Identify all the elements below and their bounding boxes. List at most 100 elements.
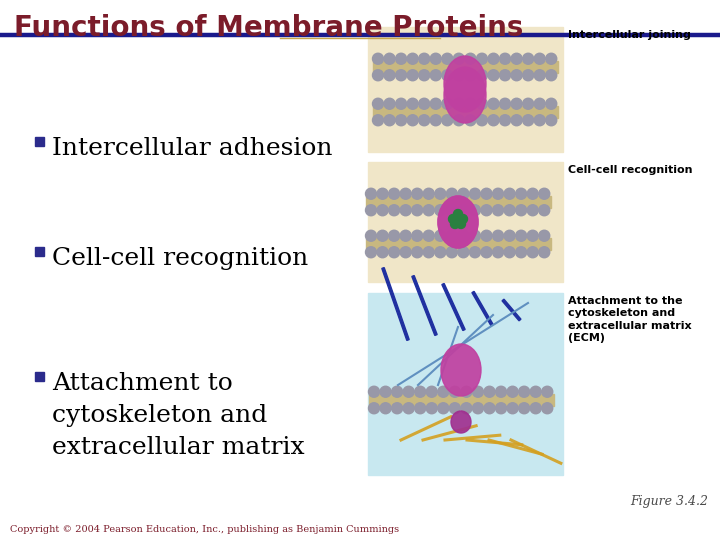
Circle shape xyxy=(504,188,515,199)
Circle shape xyxy=(481,247,492,258)
Circle shape xyxy=(454,210,462,219)
Text: Copyright © 2004 Pearson Education, Inc., publishing as Benjamin Cummings: Copyright © 2004 Pearson Education, Inc.… xyxy=(10,525,399,534)
Circle shape xyxy=(438,386,449,397)
Circle shape xyxy=(431,70,441,81)
Circle shape xyxy=(384,53,395,64)
FancyArrow shape xyxy=(382,268,409,340)
Circle shape xyxy=(384,70,395,81)
Circle shape xyxy=(415,386,426,397)
Circle shape xyxy=(442,70,453,81)
Circle shape xyxy=(372,70,384,81)
Circle shape xyxy=(465,53,476,64)
Circle shape xyxy=(449,403,460,414)
Circle shape xyxy=(500,98,510,109)
Circle shape xyxy=(389,247,400,258)
Circle shape xyxy=(403,386,414,397)
Bar xyxy=(366,196,551,208)
Circle shape xyxy=(511,98,522,109)
Circle shape xyxy=(461,403,472,414)
Circle shape xyxy=(469,205,480,216)
Bar xyxy=(372,61,557,73)
Text: Functions of Membrane Proteins: Functions of Membrane Proteins xyxy=(14,14,523,42)
Circle shape xyxy=(384,115,395,126)
Circle shape xyxy=(456,219,466,228)
Circle shape xyxy=(534,53,545,64)
Circle shape xyxy=(412,247,423,258)
Circle shape xyxy=(403,403,414,414)
Circle shape xyxy=(523,53,534,64)
Circle shape xyxy=(419,115,430,126)
Circle shape xyxy=(507,403,518,414)
Circle shape xyxy=(511,53,522,64)
Circle shape xyxy=(539,205,550,216)
Text: Intercellular joining: Intercellular joining xyxy=(568,30,691,40)
Circle shape xyxy=(523,98,534,109)
Circle shape xyxy=(435,247,446,258)
Circle shape xyxy=(423,230,434,241)
Bar xyxy=(35,372,44,381)
Circle shape xyxy=(527,247,539,258)
Circle shape xyxy=(477,115,487,126)
Circle shape xyxy=(400,205,411,216)
Circle shape xyxy=(442,53,453,64)
Circle shape xyxy=(366,247,377,258)
Text: Cell-cell recognition: Cell-cell recognition xyxy=(52,247,308,270)
Circle shape xyxy=(477,53,487,64)
Circle shape xyxy=(495,386,507,397)
Circle shape xyxy=(458,205,469,216)
Circle shape xyxy=(412,205,423,216)
Circle shape xyxy=(380,403,391,414)
Circle shape xyxy=(541,386,553,397)
Circle shape xyxy=(516,188,526,199)
Circle shape xyxy=(465,98,476,109)
Circle shape xyxy=(449,386,460,397)
Bar xyxy=(369,394,554,406)
Circle shape xyxy=(492,247,503,258)
Circle shape xyxy=(366,205,377,216)
Circle shape xyxy=(419,98,430,109)
Circle shape xyxy=(400,188,411,199)
Text: Figure 3.4.2: Figure 3.4.2 xyxy=(630,495,708,508)
Circle shape xyxy=(454,70,464,81)
Circle shape xyxy=(484,386,495,397)
Bar xyxy=(368,27,563,152)
Circle shape xyxy=(451,219,459,228)
Circle shape xyxy=(492,230,503,241)
Ellipse shape xyxy=(441,344,481,396)
Circle shape xyxy=(435,205,446,216)
Circle shape xyxy=(504,205,515,216)
Text: Attachment to
cytoskeleton and
extracellular matrix: Attachment to cytoskeleton and extracell… xyxy=(52,372,305,459)
Circle shape xyxy=(546,98,557,109)
Circle shape xyxy=(539,230,550,241)
Circle shape xyxy=(507,386,518,397)
Circle shape xyxy=(442,98,453,109)
Circle shape xyxy=(419,70,430,81)
FancyArrow shape xyxy=(502,299,521,321)
Circle shape xyxy=(400,247,411,258)
Ellipse shape xyxy=(444,56,486,112)
Circle shape xyxy=(395,53,407,64)
Circle shape xyxy=(504,247,515,258)
Circle shape xyxy=(516,205,526,216)
Circle shape xyxy=(454,53,464,64)
Circle shape xyxy=(423,188,434,199)
Circle shape xyxy=(523,70,534,81)
Circle shape xyxy=(384,98,395,109)
Circle shape xyxy=(527,230,539,241)
Circle shape xyxy=(412,230,423,241)
Circle shape xyxy=(481,205,492,216)
Circle shape xyxy=(392,403,402,414)
Circle shape xyxy=(534,115,545,126)
Circle shape xyxy=(458,230,469,241)
Circle shape xyxy=(481,230,492,241)
Circle shape xyxy=(389,205,400,216)
Circle shape xyxy=(423,205,434,216)
Circle shape xyxy=(407,115,418,126)
Circle shape xyxy=(530,403,541,414)
Circle shape xyxy=(469,247,480,258)
Circle shape xyxy=(426,386,437,397)
Circle shape xyxy=(372,53,384,64)
Circle shape xyxy=(477,70,487,81)
Circle shape xyxy=(469,230,480,241)
Circle shape xyxy=(523,115,534,126)
